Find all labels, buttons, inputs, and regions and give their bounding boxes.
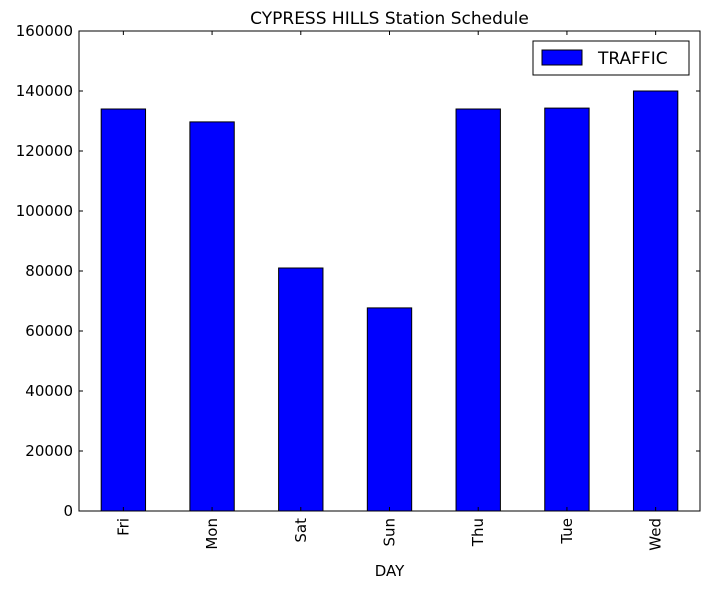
x-tick-label-wed: Wed xyxy=(647,518,665,551)
bar-sat xyxy=(278,267,324,512)
bar-thu xyxy=(455,108,501,512)
legend-label-traffic: TRAFFIC xyxy=(597,49,668,69)
y-tick-label-120000: 120000 xyxy=(16,142,73,160)
y-tick-label-40000: 40000 xyxy=(25,382,73,400)
y-tick-label-0: 0 xyxy=(63,502,73,520)
ticks-layer: Fri Mon Sat Sun Thu Tue Wed 0 20000 40000 60000 800… xyxy=(16,22,700,551)
x-tick-label-sun: Sun xyxy=(381,518,399,547)
bar-fri xyxy=(100,108,147,512)
bar-tue xyxy=(544,107,590,512)
bar-sun xyxy=(366,307,413,512)
x-axis-label: DAY xyxy=(375,562,405,580)
x-tick-label-thu: Thu xyxy=(469,518,487,547)
y-tick-label-80000: 80000 xyxy=(25,262,73,280)
bar-mon xyxy=(189,121,235,512)
y-tick-label-100000: 100000 xyxy=(16,202,73,220)
chart-title: CYPRESS HILLS Station Schedule xyxy=(250,9,529,29)
x-tick-label-sat: Sat xyxy=(292,518,310,543)
x-tick-label-mon: Mon xyxy=(203,518,221,550)
y-tick-label-160000: 160000 xyxy=(16,22,73,40)
plot-area-frame xyxy=(78,30,701,512)
x-tick-label-fri: Fri xyxy=(114,518,132,536)
bars-layer xyxy=(100,90,679,512)
legend: TRAFFIC xyxy=(532,40,690,76)
bar-wed xyxy=(632,90,679,512)
y-tick-label-60000: 60000 xyxy=(25,322,73,340)
x-tick-label-tue: Tue xyxy=(558,518,576,545)
legend-swatch xyxy=(541,49,583,66)
y-tick-label-140000: 140000 xyxy=(16,82,73,100)
y-tick-label-20000: 20000 xyxy=(25,442,73,460)
